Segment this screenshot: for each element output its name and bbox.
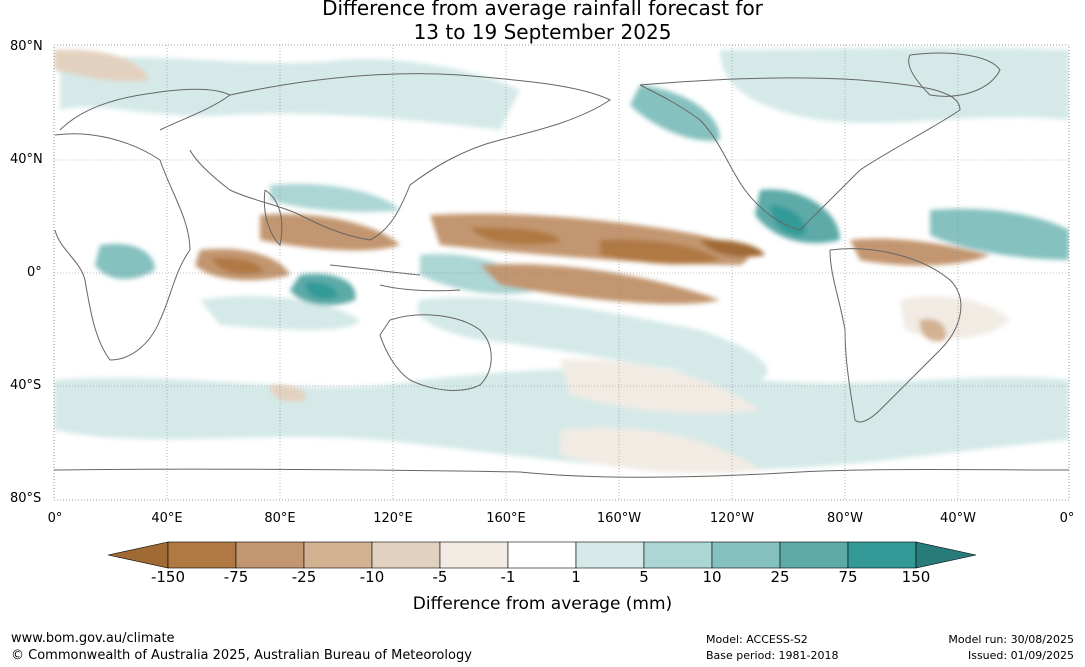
colorbar-tick-label: -25	[291, 568, 317, 586]
colorbar-tick-label: -150	[150, 568, 186, 586]
colorbar-tick-label: -5	[432, 568, 448, 586]
chart-title: Difference from average rainfall forecas…	[0, 0, 1085, 44]
colorbar-segment	[167, 541, 237, 569]
colorbar-tick-label: 10	[702, 568, 722, 586]
colorbar-tick-label: 150	[901, 568, 931, 586]
lon-label-40w: 40°W	[940, 511, 976, 526]
website-link[interactable]: www.bom.gov.au/climate	[11, 631, 175, 646]
colorbar-segment	[235, 541, 305, 569]
lon-label-80w: 80°W	[827, 511, 863, 526]
issued-date: Issued: 01/09/2025	[967, 649, 1074, 662]
lat-label-40s: 40°S	[10, 378, 42, 393]
title-line-2: 13 to 19 September 2025	[413, 20, 672, 44]
colorbar-segment	[847, 541, 917, 569]
colorbar	[107, 541, 977, 569]
colorbar-tick-label: 25	[770, 568, 790, 586]
base-period: Base period: 1981-2018	[706, 649, 839, 662]
colorbar-tick-label: 5	[639, 568, 649, 586]
lon-label-0-left: 0°	[47, 511, 63, 526]
colorbar-tick-label: -1	[500, 568, 516, 586]
colorbar-tick-label: 75	[838, 568, 858, 586]
colorbar-segment	[711, 541, 781, 569]
colorbar-tick-label: -75	[223, 568, 249, 586]
title-line-1: Difference from average rainfall forecas…	[322, 0, 763, 20]
lon-label-120w: 120°W	[709, 511, 755, 526]
lat-label-40n: 40°N	[10, 152, 43, 167]
map-svg	[53, 44, 1070, 501]
map-frame	[53, 44, 1070, 501]
colorbar-extend-low	[107, 541, 169, 569]
lat-label-0: 0°	[27, 265, 42, 280]
lon-label-160e: 160°E	[486, 511, 526, 526]
model-run-date: Model run: 30/08/2025	[948, 633, 1074, 646]
colorbar-extend-high	[915, 541, 977, 569]
copyright-text: © Commonwealth of Australia 2025, Austra…	[11, 648, 472, 663]
lon-label-80e: 80°E	[264, 511, 296, 526]
lon-label-120e: 120°E	[373, 511, 413, 526]
colorbar-tick-label: -10	[359, 568, 385, 586]
lat-label-80s: 80°S	[10, 491, 42, 506]
colorbar-segment	[779, 541, 849, 569]
colorbar-segment	[303, 541, 373, 569]
lon-label-0-right: 0°	[1059, 511, 1075, 526]
colorbar-title: Difference from average (mm)	[412, 594, 673, 614]
lon-label-40e: 40°E	[151, 511, 183, 526]
colorbar-segment	[507, 541, 577, 569]
colorbar-segment	[371, 541, 441, 569]
graticule	[54, 45, 1069, 500]
colorbar-segment	[575, 541, 645, 569]
rainfall-anomaly-map: 80°N 40°N 0° 40°S 80°S 0° 40°E 80°E 120°…	[10, 39, 1075, 526]
colorbar-segment	[439, 541, 509, 569]
colorbar-tick-label: 1	[571, 568, 581, 586]
anomaly-field	[54, 47, 1069, 474]
lat-label-80n: 80°N	[10, 39, 43, 54]
colorbar-segment	[643, 541, 713, 569]
model-name: Model: ACCESS-S2	[706, 633, 808, 646]
lon-label-160w: 160°W	[596, 511, 642, 526]
